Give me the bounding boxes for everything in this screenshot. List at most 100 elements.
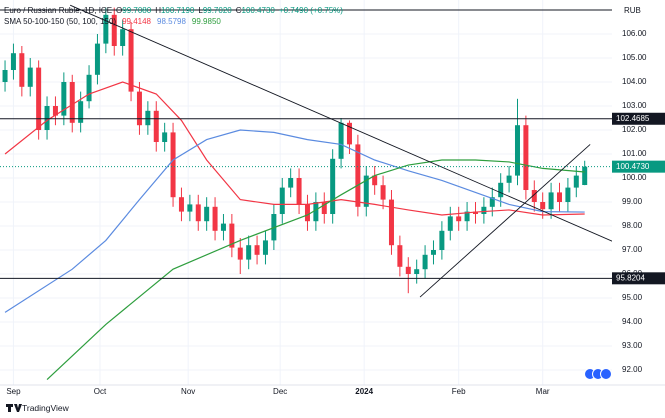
- ohlc-key: O: [116, 6, 122, 15]
- nav-icons: [584, 368, 612, 380]
- candle: [363, 166, 369, 217]
- indicator-value: 99.4148: [122, 17, 151, 26]
- y-tick-label: 102.00: [622, 125, 647, 134]
- candle-body: [27, 67, 33, 87]
- logo-icon: [6, 404, 22, 412]
- candle: [52, 96, 58, 126]
- candle-body: [296, 178, 302, 205]
- candle: [145, 101, 151, 135]
- candle-body: [237, 247, 243, 260]
- y-tick-label: 100.00: [622, 173, 647, 182]
- candle: [246, 235, 252, 270]
- ohlc-key: L: [198, 6, 203, 15]
- candle-body: [330, 158, 336, 215]
- ohlc-value: 99.7080: [122, 6, 151, 15]
- indicator-value: 99.9850: [192, 17, 221, 26]
- candle-body: [531, 190, 537, 203]
- candle-body: [464, 211, 470, 222]
- candle-body: [321, 202, 327, 215]
- candle-body: [44, 106, 50, 131]
- candle: [304, 194, 310, 231]
- candle-body: [548, 192, 554, 210]
- last-price-tag: [612, 160, 665, 173]
- ohlc-key: C: [236, 6, 242, 15]
- candle: [128, 22, 134, 102]
- x-tick-label: Feb: [452, 387, 466, 396]
- x-tick-label: Dec: [273, 387, 287, 396]
- candle: [187, 194, 193, 222]
- y-tick-label: 98.00: [622, 221, 643, 230]
- price-tag-label: 95.8204: [616, 273, 645, 282]
- y-tick-label: 93.00: [622, 341, 643, 350]
- candle-body: [430, 250, 436, 255]
- candle-body: [439, 230, 445, 251]
- candle-body: [498, 182, 504, 198]
- candle-body: [61, 82, 67, 116]
- candle: [514, 98, 520, 186]
- sma-line: [4, 129, 585, 313]
- candle-body: [246, 245, 252, 260]
- candle: [430, 240, 436, 265]
- candle-body: [456, 216, 462, 222]
- y-tick-label: 94.00: [622, 317, 643, 326]
- candle-body: [262, 240, 268, 255]
- y-tick-label: 95.00: [622, 293, 643, 302]
- candle-body: [355, 144, 361, 207]
- y-tick-label: 99.00: [622, 197, 643, 206]
- candle: [120, 19, 126, 56]
- candle: [447, 206, 453, 241]
- candle: [10, 43, 16, 80]
- indicator-name: SMA 50-100-150 (50, 100, 150): [4, 17, 116, 26]
- candle-body: [187, 204, 193, 212]
- y-tick-label: 97.00: [622, 245, 643, 254]
- candle: [237, 238, 243, 275]
- plot-area: [0, 0, 612, 385]
- candle: [313, 192, 319, 231]
- trend-line: [69, 4, 612, 242]
- candle-body: [254, 245, 260, 255]
- currency: RUB: [624, 6, 641, 15]
- candle-body: [36, 67, 42, 131]
- candle: [220, 214, 226, 241]
- candle: [472, 202, 478, 224]
- candle: [170, 122, 176, 207]
- candle-body: [582, 166, 588, 186]
- x-tick-label: Nov: [181, 387, 195, 396]
- y-tick-label: 92.00: [622, 365, 643, 374]
- candle: [296, 168, 302, 215]
- candle: [136, 82, 142, 135]
- candle-body: [52, 106, 58, 116]
- candle: [405, 257, 411, 294]
- price-tag-label: 102.4685: [616, 114, 650, 123]
- change: +0.7490 (+0.75%): [279, 6, 343, 15]
- candle: [414, 259, 420, 284]
- indicator-row: SMA 50-100-150 (50, 100, 150) 99.4148 98.5…: [4, 17, 221, 26]
- candle: [61, 72, 67, 126]
- ohlc-value: 100.7190: [161, 6, 195, 15]
- candle: [78, 91, 84, 133]
- candle: [355, 134, 361, 217]
- candle-body: [128, 29, 134, 92]
- candle-body: [363, 175, 369, 207]
- x-tick-label: Sep: [6, 387, 21, 396]
- candle-body: [397, 245, 403, 267]
- candle-body: [220, 223, 226, 231]
- candle: [397, 235, 403, 277]
- candle: [229, 214, 235, 258]
- x-tick-label: 2024: [355, 387, 373, 396]
- candle-body: [178, 197, 184, 212]
- candle: [2, 60, 8, 92]
- candle: [44, 96, 50, 140]
- candle-body: [523, 125, 529, 191]
- candle: [456, 206, 462, 231]
- candle: [388, 190, 394, 255]
- candle-body: [565, 187, 571, 203]
- candle: [372, 166, 378, 195]
- candle: [254, 235, 260, 265]
- candle-body: [346, 122, 352, 145]
- candle: [162, 122, 168, 152]
- candle-body: [388, 199, 394, 246]
- candle-body: [145, 110, 151, 126]
- y-tick-label: 106.00: [622, 29, 647, 38]
